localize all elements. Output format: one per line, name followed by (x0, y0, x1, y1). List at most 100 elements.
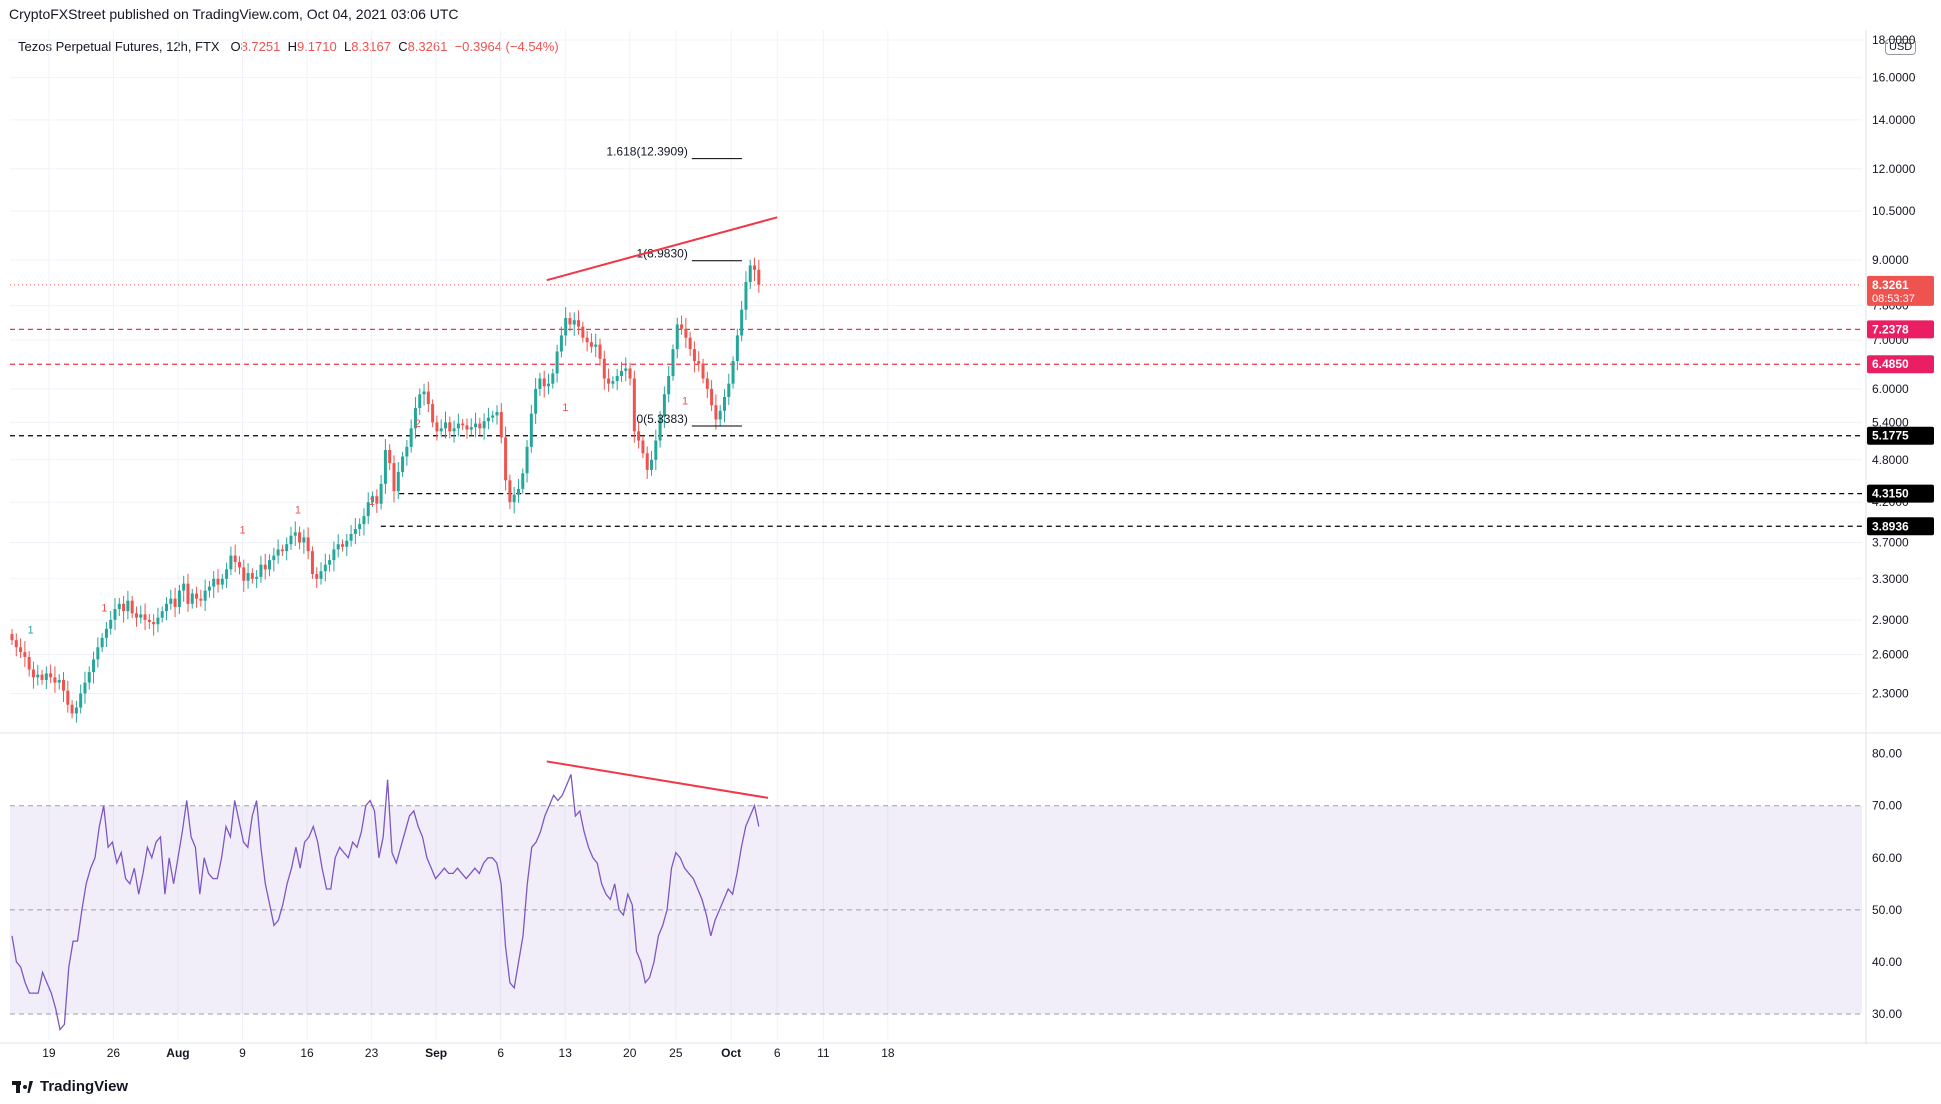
candle-up (443, 422, 448, 429)
candle-up (358, 524, 362, 530)
candle-up (87, 672, 91, 683)
candle-up (220, 578, 224, 585)
candle-down (152, 622, 156, 625)
candle-up (349, 533, 353, 541)
open-label: O (230, 39, 241, 54)
price-axis-tick: 12.0000 (1872, 162, 1916, 176)
time-axis-tick: 11 (817, 1046, 830, 1060)
candle-up (495, 411, 499, 416)
candle-down (66, 690, 70, 705)
candle-up (718, 410, 722, 420)
tradingview-logo-icon (12, 1081, 34, 1094)
candle-down (263, 564, 267, 570)
candle-up (735, 335, 739, 362)
symbol-title[interactable]: Tezos Perpetual Futures, 12h, FTX (18, 39, 220, 54)
candle-up (126, 600, 130, 612)
rsi-axis-tick: 40.00 (1872, 955, 1902, 969)
candle-up (225, 569, 229, 579)
candle-down (340, 544, 344, 547)
candle-up (748, 265, 752, 283)
candle-up (165, 603, 169, 612)
candle-up (285, 544, 289, 552)
candle-up (109, 619, 113, 629)
close-label: C (398, 39, 408, 54)
rsi-axis-tick: 70.00 (1872, 799, 1902, 813)
open-value: 8.7251 (240, 39, 281, 54)
price-axis-label: 3.8936 (1872, 519, 1909, 533)
published-by-line: CryptoFXStreet published on TradingView.… (9, 6, 459, 22)
candle-up (117, 603, 121, 610)
price-axis-tick: 6.0000 (1872, 382, 1909, 396)
price-axis-label-box (1867, 426, 1934, 445)
candle-down (388, 450, 392, 464)
candle-up (113, 609, 117, 620)
candle-up (36, 674, 40, 678)
candle-up (366, 502, 370, 517)
candle-down (70, 704, 74, 714)
candle-up (177, 590, 181, 607)
candle-up (345, 540, 349, 547)
candle-up (207, 586, 211, 591)
candle-up (396, 471, 400, 492)
candle-down (602, 358, 606, 379)
candle-down (637, 431, 641, 441)
candle-down (641, 440, 645, 454)
close-value: 8.3261 (407, 39, 448, 54)
candle-up (246, 573, 250, 581)
candle-down (315, 574, 319, 579)
candle-down (697, 361, 701, 364)
candle-down (310, 551, 314, 575)
candle-up (559, 335, 563, 352)
candle-down (122, 603, 126, 612)
candle-down (173, 598, 177, 607)
candle-down (692, 349, 696, 362)
price-axis-label-box (1867, 355, 1934, 374)
high-label: H (287, 39, 297, 54)
candle-down (62, 679, 66, 691)
candle-up (456, 423, 460, 429)
candle-up (353, 529, 357, 534)
candle-down (31, 669, 35, 678)
price-trendline[interactable] (546, 216, 778, 282)
symbol-ohlc-legend: Tezos Perpetual Futures, 12h, FTX O8.725… (18, 39, 559, 54)
candle-down (585, 337, 589, 343)
td-sequential-marker: 1 (101, 602, 107, 614)
candle-up (564, 318, 568, 336)
td-sequential-marker: 1 (240, 524, 246, 536)
candle-up (512, 494, 516, 503)
candle-down (598, 344, 602, 359)
candle-down (705, 378, 709, 389)
price-axis-tick: 2.9000 (1872, 613, 1909, 627)
time-axis-tick: 18 (881, 1046, 895, 1060)
candle-down (680, 324, 684, 329)
candle-up (722, 396, 726, 411)
candle-down (186, 583, 190, 604)
candle-up (521, 473, 525, 489)
currency-badge[interactable]: USD (1885, 39, 1917, 55)
candle-down (757, 269, 761, 285)
candle-down (40, 674, 44, 680)
candle-up (293, 532, 297, 536)
candle-up (624, 368, 628, 371)
candle-up (491, 415, 495, 418)
change-value: −0.3964 (−4.54%) (454, 39, 559, 54)
candle-down (542, 378, 546, 387)
candle-down (645, 453, 649, 470)
candle-up (139, 614, 143, 618)
candle-up (289, 535, 293, 545)
price-axis-label: 8.3261 (1872, 278, 1909, 292)
candle-down (53, 677, 57, 683)
rsi-trendline[interactable] (546, 760, 769, 799)
time-axis-tick: 20 (623, 1046, 637, 1060)
candle-up (529, 413, 533, 447)
candle-up (44, 673, 48, 680)
candle-up (667, 375, 671, 395)
candle-down (431, 404, 435, 423)
candle-up (572, 320, 576, 325)
candle-up (727, 383, 731, 397)
candle-up (658, 416, 662, 441)
tradingview-logo[interactable]: TradingView (12, 1078, 128, 1095)
price-axis-label: 5.1775 (1872, 429, 1909, 443)
price-axis-tick: 5.4000 (1872, 415, 1909, 429)
